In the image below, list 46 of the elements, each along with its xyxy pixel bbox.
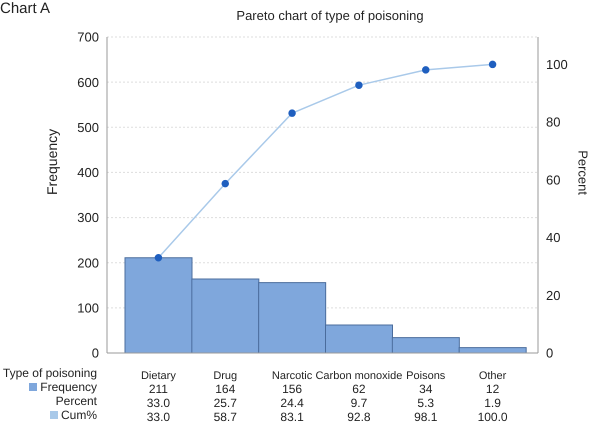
- data-label: 34: [419, 382, 433, 396]
- data-label: 92.8: [347, 410, 371, 424]
- y-tick-label: 500: [77, 120, 99, 135]
- x-tick-label: Dietary: [140, 370, 176, 382]
- text: 5.3: [417, 396, 434, 410]
- data-label: 98.1: [414, 410, 438, 424]
- chart-heading: Chart A: [0, 0, 50, 17]
- y-tick-label: 400: [77, 165, 99, 180]
- data-label: 156: [282, 382, 302, 396]
- y2-tick-label: 60: [546, 172, 560, 188]
- y-tick-label: 200: [77, 255, 99, 270]
- y2-axis-title: Percent: [575, 150, 590, 196]
- text: 9.7: [350, 396, 368, 410]
- text: 33.0: [146, 396, 170, 410]
- text: 25.7: [214, 396, 238, 410]
- y2-tick-label: 40: [546, 230, 560, 246]
- x-axis-title: Type of poisoning: [2, 366, 97, 380]
- data-label: 58.7: [214, 410, 238, 424]
- y2-tick-label: 0: [546, 346, 554, 361]
- text: 24.4: [280, 396, 304, 410]
- y-tick-label: 100: [77, 300, 99, 316]
- x-tick-label: Carbon monoxide: [315, 370, 402, 382]
- y-tick-label: 700: [77, 30, 99, 45]
- x-tick-label: Drug: [213, 370, 238, 382]
- legend-label: Cum%: [60, 408, 97, 422]
- data-label: 164: [215, 382, 236, 396]
- data-label: 33.0: [146, 410, 170, 424]
- y-tick-label: 600: [77, 74, 99, 90]
- x-tick-label: Poisons: [406, 370, 446, 382]
- legend-label: Frequency: [40, 380, 97, 394]
- data-label: 83.1: [280, 410, 304, 424]
- x-tick-label: Other: [478, 370, 507, 382]
- data-label: 211: [148, 382, 168, 396]
- text: Percent: [56, 394, 97, 408]
- x-tick-label: Narcotic: [272, 370, 313, 382]
- y-tick-label: 0: [92, 346, 99, 361]
- y-tick-label: 300: [77, 210, 99, 226]
- text: 1.9: [484, 396, 502, 410]
- data-label: 12: [486, 382, 500, 396]
- data-label: 100.0: [478, 410, 508, 424]
- y2-tick-label: 80: [546, 114, 560, 130]
- data-label: 62: [352, 382, 366, 396]
- y2-tick-label: 100: [546, 57, 568, 72]
- y2-tick-label: 20: [546, 288, 560, 303]
- chart-title: Pareto chart of type of poisoning: [235, 8, 425, 23]
- y-axis-title: Frequency: [44, 128, 60, 195]
